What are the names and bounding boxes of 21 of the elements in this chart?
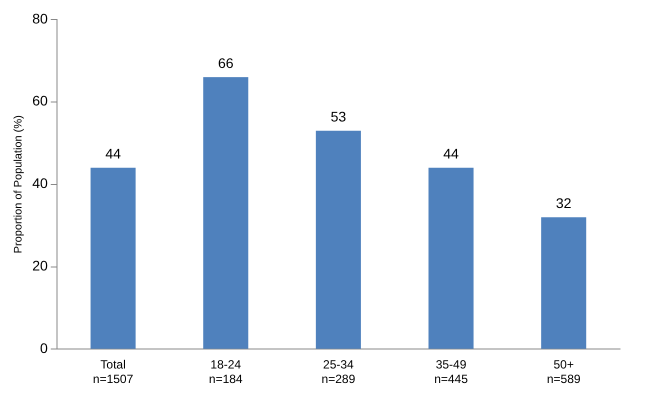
bar xyxy=(541,217,586,349)
y-tick-label: 0 xyxy=(40,340,48,356)
data-label: 53 xyxy=(330,108,346,125)
data-label: 66 xyxy=(218,54,234,71)
x-tick-label: Total n=1507 xyxy=(92,358,134,386)
bar xyxy=(316,130,361,349)
data-label: 32 xyxy=(556,195,572,212)
x-tick-label: 35-49 n=445 xyxy=(434,358,468,386)
x-tick-label: 50+ n=589 xyxy=(546,358,581,386)
y-tick-label: 60 xyxy=(32,92,48,109)
x-tick-label: 25-34 n=289 xyxy=(322,358,356,386)
y-tick-label: 40 xyxy=(32,175,48,192)
y-tick-label: 20 xyxy=(32,258,48,274)
y-axis-title: Proportion of Population (%) xyxy=(12,115,25,254)
x-tick-label: 18-24 n=184 xyxy=(208,358,243,386)
bar xyxy=(428,168,474,349)
bar xyxy=(90,168,136,349)
data-label: 44 xyxy=(443,146,460,162)
data-label: 44 xyxy=(105,146,122,162)
bar xyxy=(203,77,248,349)
y-tick-label: 80 xyxy=(32,10,48,26)
